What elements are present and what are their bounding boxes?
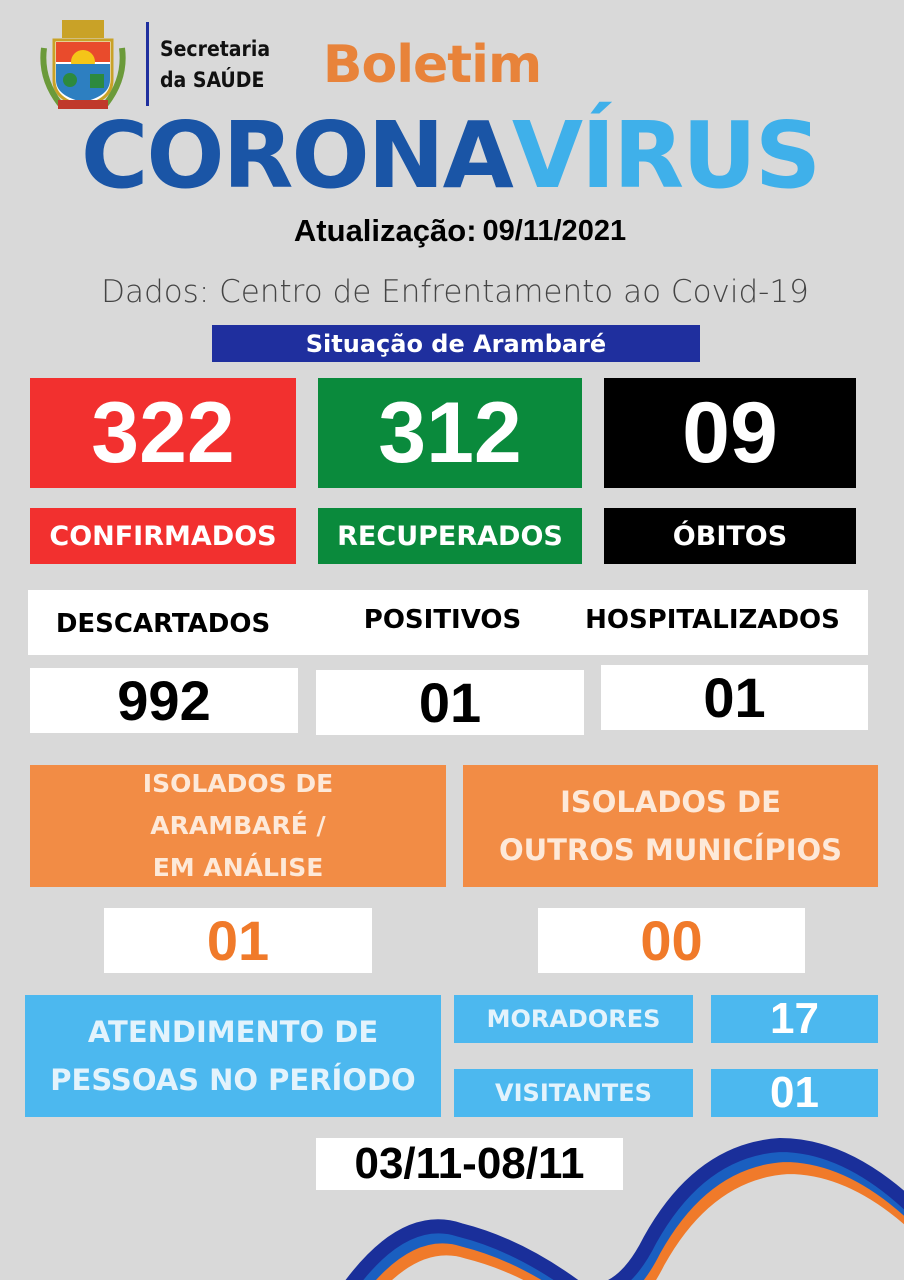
visitors-label: VISITANTES bbox=[454, 1069, 693, 1117]
data-source: Dados: Centro de Enfrentamento ao Covid-… bbox=[101, 274, 809, 310]
confirmed-value: 322 bbox=[30, 378, 296, 488]
discarded-value: 992 bbox=[30, 668, 298, 733]
deaths-value: 09 bbox=[604, 378, 856, 488]
isolated-local-label: ISOLADOS DE ARAMBARÉ / EM ANÁLISE bbox=[30, 765, 446, 887]
isolated-local-line3: EM ANÁLISE bbox=[152, 853, 324, 882]
hospitalized-value: 01 bbox=[601, 665, 868, 730]
recovered-label: RECUPERADOS bbox=[318, 508, 582, 564]
attendance-line1: ATENDIMENTO DE bbox=[87, 1015, 379, 1049]
title-virus: VÍRUS bbox=[511, 102, 821, 209]
isolated-other-label: ISOLADOS DE OUTROS MUNICÍPIOS bbox=[463, 765, 878, 887]
visitors-value: 01 bbox=[711, 1068, 878, 1117]
residents-label: MORADORES bbox=[454, 995, 693, 1043]
coat-of-arms-logo bbox=[40, 20, 126, 109]
update-line: Atualização: 09/11/2021 bbox=[200, 208, 720, 254]
discarded-label: DESCARTADOS bbox=[55, 609, 271, 639]
period-value: 03/11-08/11 bbox=[316, 1138, 623, 1190]
secretaria-label: Secretaria da SAÚDE bbox=[160, 32, 295, 98]
divider bbox=[146, 22, 149, 106]
positive-value: 01 bbox=[316, 670, 584, 735]
situation-banner: Situação de Arambaré bbox=[212, 325, 700, 362]
attendance-line2: PESSOAS NO PERÍODO bbox=[50, 1063, 416, 1097]
hospitalized-label: HOSPITALIZADOS bbox=[585, 605, 840, 635]
attendance-label: ATENDIMENTO DE PESSOAS NO PERÍODO bbox=[25, 995, 441, 1117]
confirmed-label: CONFIRMADOS bbox=[30, 508, 296, 564]
deaths-label: ÓBITOS bbox=[604, 508, 856, 564]
positive-label: POSITIVOS bbox=[363, 605, 522, 635]
secondary-header-bar bbox=[28, 590, 868, 655]
isolated-local-value: 01 bbox=[104, 908, 372, 973]
boletim-title: Boletim bbox=[322, 35, 542, 95]
update-label: Atualização: bbox=[293, 213, 477, 248]
coronavirus-title: CORONA VÍRUS bbox=[81, 102, 821, 209]
isolated-local-line2: ARAMBARÉ / bbox=[150, 811, 326, 840]
isolated-other-line1: ISOLADOS DE bbox=[560, 785, 781, 819]
isolated-other-value: 00 bbox=[538, 908, 805, 973]
update-date: 09/11/2021 bbox=[482, 214, 627, 247]
isolated-local-line1: ISOLADOS DE bbox=[142, 769, 334, 798]
recovered-value: 312 bbox=[318, 378, 582, 488]
residents-value: 17 bbox=[711, 994, 878, 1043]
title-corona: CORONA bbox=[80, 102, 514, 209]
secretaria-line1: Secretaria bbox=[160, 37, 271, 61]
secretaria-line2: da SAÚDE bbox=[160, 68, 265, 92]
isolated-other-line2: OUTROS MUNICÍPIOS bbox=[498, 833, 843, 867]
